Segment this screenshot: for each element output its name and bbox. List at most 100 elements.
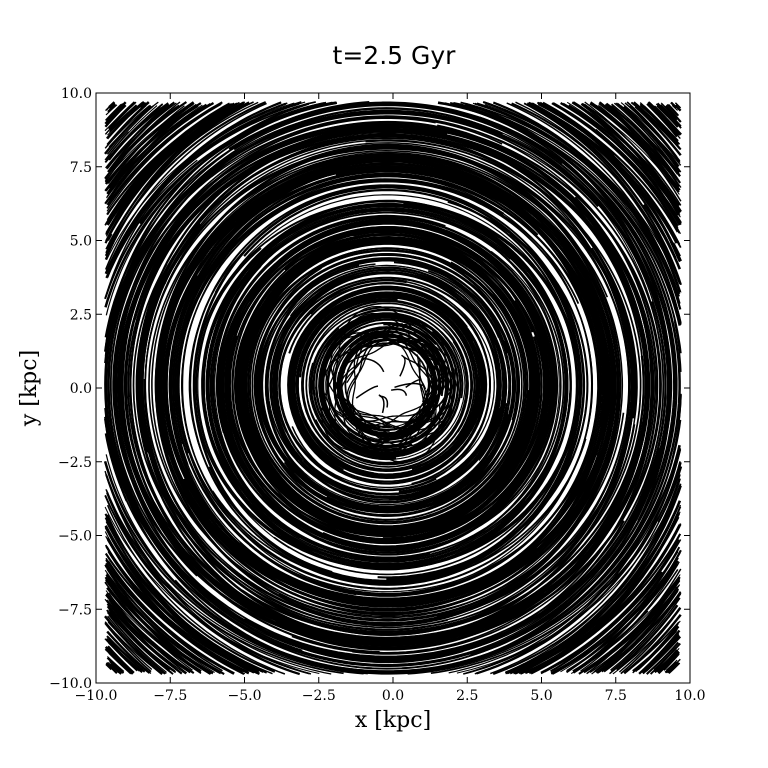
orbit-path — [105, 651, 680, 675]
orbit-path — [271, 271, 501, 499]
orbit-path — [181, 180, 594, 590]
orbit-path — [104, 103, 681, 675]
orbit-path — [104, 101, 680, 675]
orbit-path — [116, 115, 658, 655]
inner-orbit-path — [324, 333, 437, 455]
orbit-path — [254, 253, 521, 517]
orbit-path — [309, 326, 397, 461]
orbit-path — [665, 104, 679, 671]
orbit-path — [295, 293, 479, 477]
orbit-path — [104, 101, 681, 675]
orbit-path — [108, 104, 679, 673]
orbit-path — [256, 261, 527, 525]
inner-orbit-path — [381, 323, 452, 441]
orbit-path — [349, 323, 450, 448]
orbit-path — [314, 340, 468, 466]
orbit-path — [106, 104, 682, 674]
orbit-path — [285, 143, 622, 627]
orbit-path — [202, 204, 572, 566]
orbit-path — [104, 103, 681, 673]
orbit-path — [104, 101, 670, 674]
orbit-path — [301, 299, 473, 471]
y-tick-label: −10.0 — [49, 676, 92, 692]
x-axis-label: x [kpc] — [355, 708, 431, 733]
orbit-path — [105, 539, 680, 672]
orbit-path — [106, 101, 681, 163]
orbit-path — [144, 145, 630, 625]
orbit-path — [104, 101, 682, 675]
orbit-path — [242, 241, 532, 529]
x-ticks: −10.0 −7.5 −5.0 −2.5 0.0 2.5 5.0 7.5 10.0 — [75, 93, 706, 704]
orbit-path — [104, 101, 681, 675]
orbit-path — [665, 101, 678, 674]
inner-radial-path — [394, 382, 423, 389]
x-tick-label: 2.5 — [456, 688, 478, 704]
orbit-path — [224, 218, 551, 552]
orbit-path — [168, 164, 606, 606]
orbit-path — [272, 309, 502, 504]
orbit-path — [141, 223, 634, 635]
orbit-path — [353, 231, 545, 539]
orbit-path — [104, 102, 682, 675]
orbit-path — [287, 285, 487, 485]
orbit-path — [243, 188, 579, 563]
inner-radial-path — [399, 356, 406, 377]
orbit-path — [106, 102, 146, 139]
inner-radial-path — [390, 388, 408, 396]
orbit-path — [137, 135, 637, 453]
inner-radial-path — [361, 357, 385, 373]
orbit-path — [214, 209, 560, 561]
orbit-path — [114, 107, 625, 663]
inner-orbit-path — [346, 339, 427, 411]
y-tick-label: 7.5 — [70, 160, 92, 176]
orbit-path — [325, 322, 449, 448]
orbit-path — [104, 102, 682, 675]
orbit-path — [247, 242, 528, 528]
orbit-path — [290, 292, 484, 478]
inner-orbit-path — [331, 358, 437, 440]
orbit-path — [106, 133, 680, 674]
orbit-path — [199, 160, 609, 456]
orbit-path — [320, 328, 413, 451]
orbit-path — [220, 166, 604, 389]
orbit-path — [216, 216, 559, 554]
orbit-path — [108, 101, 681, 673]
orbit-path — [160, 160, 614, 610]
orbit-path — [177, 172, 488, 596]
orbit-path — [299, 251, 602, 593]
orbit-path — [105, 101, 681, 675]
inner-trajectories — [321, 305, 459, 463]
inner-orbit-path — [405, 349, 445, 426]
orbit-path — [649, 105, 682, 675]
inner-orbit-path — [349, 379, 443, 449]
orbit-path — [526, 241, 682, 674]
orbit-path — [188, 333, 607, 612]
y-tick-label: −7.5 — [58, 602, 92, 618]
inner-radial-path — [379, 395, 389, 408]
orbit-path — [319, 316, 455, 454]
orbit-path — [154, 155, 620, 615]
orbit-path — [179, 170, 539, 341]
orbit-path — [104, 101, 680, 675]
orbit-path — [110, 104, 664, 666]
chart-title: t=2.5 Gyr — [333, 41, 457, 70]
orbit-path — [106, 244, 669, 661]
orbit-path — [249, 247, 526, 523]
orbit-path — [104, 103, 564, 665]
orbit-path — [107, 102, 680, 673]
orbit-path — [104, 101, 682, 675]
orbit-path — [105, 102, 680, 674]
orbit-path — [355, 227, 551, 518]
orbit-path — [151, 150, 624, 621]
inner-orbit-path — [332, 337, 436, 443]
orbit-path — [259, 261, 515, 509]
y-axis-label: y [kpc] — [17, 350, 42, 427]
orbit-path — [104, 102, 681, 673]
inner-orbit-path — [328, 312, 459, 450]
orbit-path — [160, 157, 616, 501]
y-tick-label: 5.0 — [70, 234, 92, 250]
inner-orbit-path — [341, 359, 425, 430]
orbit-path — [104, 102, 680, 675]
orbit-path — [663, 103, 680, 671]
